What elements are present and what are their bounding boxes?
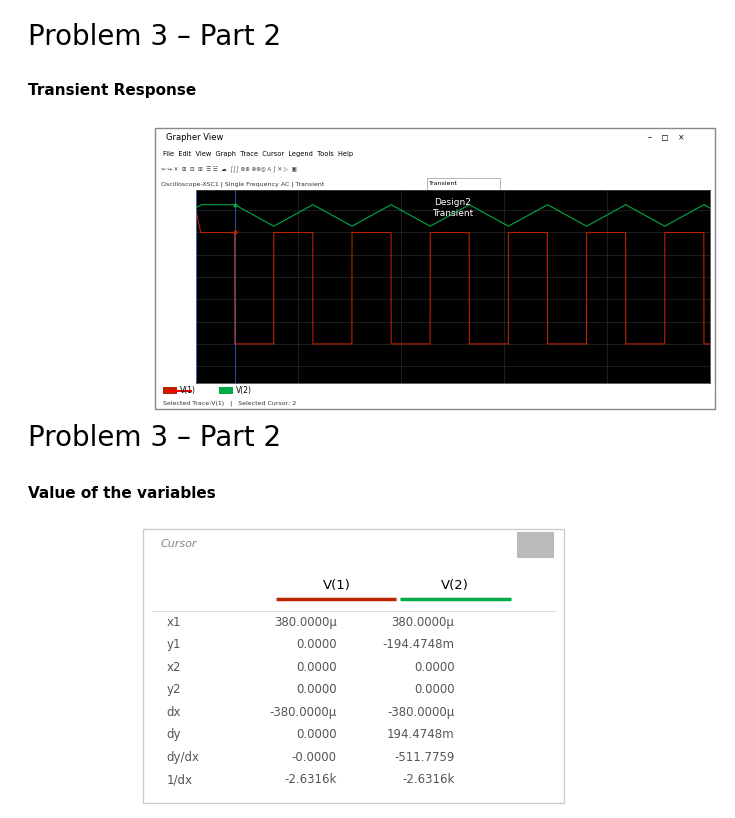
Text: ⇦ ↪ ✕  ⊞  ⊟  ⊞  ☰ ☱  ☁  ∫∫∫ ⊕⊕ ⊗⊗◎ A ∫ ✕ ▷  ▣: ⇦ ↪ ✕ ⊞ ⊟ ⊞ ☰ ☱ ☁ ∫∫∫ ⊕⊕ ⊗⊗◎ A ∫ ✕ ▷ ▣ [161, 167, 296, 173]
Text: Problem 3 – Part 2: Problem 3 – Part 2 [28, 23, 281, 51]
Text: y2: y2 [166, 683, 181, 696]
Bar [427, 178, 500, 190]
Text: x2: x2 [166, 661, 181, 674]
Text: 0.0000: 0.0000 [296, 683, 337, 696]
Bar [517, 532, 553, 556]
Text: V(1): V(1) [180, 386, 196, 395]
Bar [163, 387, 177, 394]
Y-axis label: Voltage (V): Voltage (V) [166, 265, 175, 308]
X-axis label: Time (s): Time (s) [437, 396, 468, 405]
Text: -380.0000μ: -380.0000μ [387, 706, 454, 719]
Text: -2.6316k: -2.6316k [284, 773, 337, 786]
Text: dx: dx [166, 706, 181, 719]
Text: 194.4748m: 194.4748m [387, 728, 454, 741]
Text: Design2
Transient: Design2 Transient [432, 198, 473, 218]
Text: dy: dy [166, 728, 181, 741]
Text: –    □    ×: – □ × [648, 133, 684, 142]
Text: -2.6316k: -2.6316k [402, 773, 454, 786]
Text: Transient Response: Transient Response [28, 83, 196, 98]
Text: Oscilloscope-XSC1 | Single Frequency AC | Transient: Oscilloscope-XSC1 | Single Frequency AC … [161, 181, 324, 187]
Text: dy/dx: dy/dx [166, 751, 199, 764]
Text: -511.7759: -511.7759 [394, 751, 454, 764]
Text: x1: x1 [166, 616, 181, 629]
Text: -0.0000: -0.0000 [292, 751, 337, 764]
Text: -194.4748m: -194.4748m [382, 638, 454, 651]
Text: V(2): V(2) [236, 386, 252, 395]
Text: Transient: Transient [429, 182, 458, 187]
Text: File  Edit  View  Graph  Trace  Cursor  Legend  Tools  Help: File Edit View Graph Trace Cursor Legend… [163, 151, 354, 157]
Text: 0.0000: 0.0000 [296, 661, 337, 674]
Text: 380.0000μ: 380.0000μ [274, 616, 337, 629]
Text: Cursor: Cursor [160, 539, 197, 549]
Text: 0.0000: 0.0000 [414, 683, 454, 696]
Bar [220, 387, 234, 394]
Text: 0.0000: 0.0000 [414, 661, 454, 674]
Text: V(1): V(1) [323, 578, 351, 591]
Text: 1/dx: 1/dx [166, 773, 193, 786]
Text: 0.0000: 0.0000 [296, 638, 337, 651]
Text: 380.0000μ: 380.0000μ [392, 616, 454, 629]
Text: 0.0000: 0.0000 [296, 728, 337, 741]
Text: Value of the variables: Value of the variables [28, 486, 215, 501]
Text: Selected Trace:V(1)   |   Selected Cursor: 2: Selected Trace:V(1) | Selected Cursor: 2 [163, 401, 297, 407]
Text: V(2): V(2) [440, 578, 468, 591]
Text: Grapher View: Grapher View [166, 133, 223, 142]
Text: Problem 3 – Part 2: Problem 3 – Part 2 [28, 425, 281, 452]
Text: -380.0000μ: -380.0000μ [270, 706, 337, 719]
Text: y1: y1 [166, 638, 181, 651]
